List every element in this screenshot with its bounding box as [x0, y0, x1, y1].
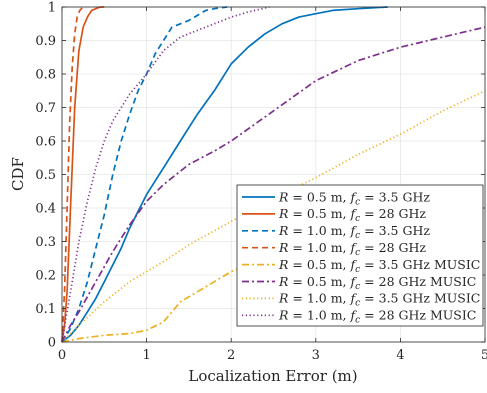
y-tick-label: 0.7 — [35, 101, 56, 116]
y-tick-label: 0.8 — [35, 68, 56, 83]
legend-label: R = 1.0 m, fc = 3.5 GHz — [278, 223, 430, 241]
x-tick-label: 0 — [58, 348, 66, 363]
y-tick-label: 0.9 — [35, 34, 56, 49]
y-tick-label: 0.4 — [35, 202, 56, 217]
y-tick-label: 0.2 — [35, 269, 56, 284]
x-tick-label: 4 — [396, 348, 404, 363]
x-tick-label: 1 — [142, 348, 150, 363]
axis-ticks: 0 1 2 3 4 5 0 0.1 0.2 0.3 0.4 0.5 0.6 0.7 0.8 0.9 1 — [35, 1, 487, 364]
legend-label: R = 0.5 m, fc = 3.5 GHz MUSIC — [278, 257, 480, 275]
legend-label: R = 0.5 m, fc = 28 GHz — [278, 206, 426, 224]
series-line-2 — [61, 6, 105, 343]
legend-label: R = 1.0 m, fc = 28 GHz MUSIC — [278, 308, 476, 326]
y-tick-label: 1 — [48, 1, 56, 16]
series-line-1 — [61, 6, 388, 343]
series-line-7 — [61, 90, 486, 343]
y-tick-label: 0.6 — [35, 135, 56, 150]
series-line-8 — [61, 6, 270, 343]
y-tick-label: 0.3 — [35, 235, 56, 250]
x-tick-label: 3 — [312, 348, 320, 363]
series-line-6 — [61, 26, 486, 343]
y-tick-label: 0.1 — [35, 302, 56, 317]
legend-label: R = 1.0 m, fc = 3.5 GHz MUSIC — [278, 291, 480, 309]
legend-label: R = 0.5 m, fc = 28 GHz MUSIC — [278, 274, 476, 292]
x-tick-label: 2 — [227, 348, 235, 363]
legend-box — [236, 184, 484, 327]
legend-label: R = 1.0 m, fc = 28 GHz — [278, 240, 426, 258]
y-tick-label: 0.5 — [35, 168, 56, 183]
legend-label: R = 0.5 m, fc = 3.5 GHz — [278, 189, 430, 207]
series-lines — [61, 6, 486, 343]
y-axis-label: CDF — [9, 157, 27, 191]
x-tick-label: 5 — [481, 348, 487, 363]
series-line-3 — [61, 6, 228, 343]
series-line-5 — [61, 247, 291, 343]
x-axis-label: Localization Error (m) — [188, 367, 357, 385]
y-tick-label: 0 — [48, 336, 56, 351]
series-line-4 — [61, 6, 84, 343]
